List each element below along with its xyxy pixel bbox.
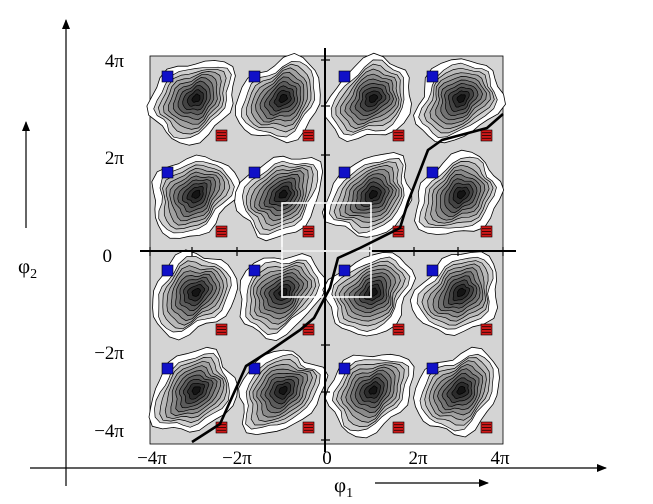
red-square-marker (215, 129, 228, 142)
blue-square-marker (338, 70, 351, 83)
contour-level (191, 386, 201, 396)
contour-level (369, 94, 379, 103)
y-tick-label: 4π (105, 51, 125, 72)
contour-level (456, 94, 466, 104)
x-tick-label: −2π (222, 448, 252, 469)
blue-square-marker (426, 264, 439, 277)
contour-blob (414, 149, 505, 235)
blue-square-marker (426, 70, 439, 83)
contour-level (278, 385, 288, 395)
contour-blob (409, 251, 499, 336)
red-square-marker (480, 421, 493, 434)
red-square-marker (392, 323, 405, 336)
contour-blob (323, 52, 412, 143)
contour-level (278, 189, 288, 199)
blue-square-marker (338, 362, 351, 375)
y-tick-label: −4π (94, 421, 124, 442)
red-square-marker (480, 225, 493, 238)
blue-square-marker (248, 70, 261, 83)
contour-level (368, 385, 378, 395)
contour-level (191, 93, 201, 103)
blue-square-marker (161, 264, 174, 277)
red-square-marker (392, 421, 405, 434)
blue-square-marker (161, 166, 174, 179)
contour-blob (238, 349, 329, 436)
blue-square-marker (161, 362, 174, 375)
x-tick-label: 2π (408, 448, 428, 469)
red-square-marker (480, 129, 493, 142)
y-tick-label: 0 (103, 246, 113, 267)
x-tick-label: −4π (137, 448, 167, 469)
y-tick-label: −2π (94, 343, 124, 364)
contour-level (191, 189, 201, 199)
contour-blob (152, 249, 239, 341)
red-square-marker (392, 129, 405, 142)
red-square-marker (480, 323, 493, 336)
blue-square-marker (426, 166, 439, 179)
contour-blob-grid (146, 52, 506, 439)
y-tick-label: 2π (105, 148, 125, 169)
y-axis-label: φ2 (18, 254, 37, 282)
contour-level (456, 385, 466, 395)
contour-level (457, 287, 467, 297)
blue-square-marker (161, 70, 174, 83)
x-axis-label: φ1 (334, 473, 353, 499)
contour-blob (151, 154, 241, 239)
blue-square-marker (338, 264, 351, 277)
contour-level (278, 94, 288, 103)
red-square-marker (302, 129, 315, 142)
contour-blob (324, 353, 415, 439)
blue-square-marker (338, 166, 351, 179)
trajectory-line (191, 113, 504, 444)
blue-square-marker (426, 362, 439, 375)
blue-square-marker (248, 264, 261, 277)
marker-grid (161, 70, 493, 434)
contour-blob (146, 60, 236, 146)
contour-blob (413, 346, 500, 438)
contour-level (191, 287, 201, 297)
contour-blob (148, 346, 239, 433)
x-tick-label: 0 (322, 448, 332, 469)
blue-square-marker (248, 166, 261, 179)
inner-axis-ticks (149, 59, 504, 441)
red-square-marker (215, 323, 228, 336)
contour-level (369, 189, 378, 200)
blue-square-marker (248, 362, 261, 375)
red-square-marker (215, 225, 228, 238)
red-square-marker (302, 421, 315, 434)
x-tick-label: 4π (490, 448, 510, 469)
red-square-marker (302, 225, 315, 238)
contour-level (457, 190, 466, 200)
